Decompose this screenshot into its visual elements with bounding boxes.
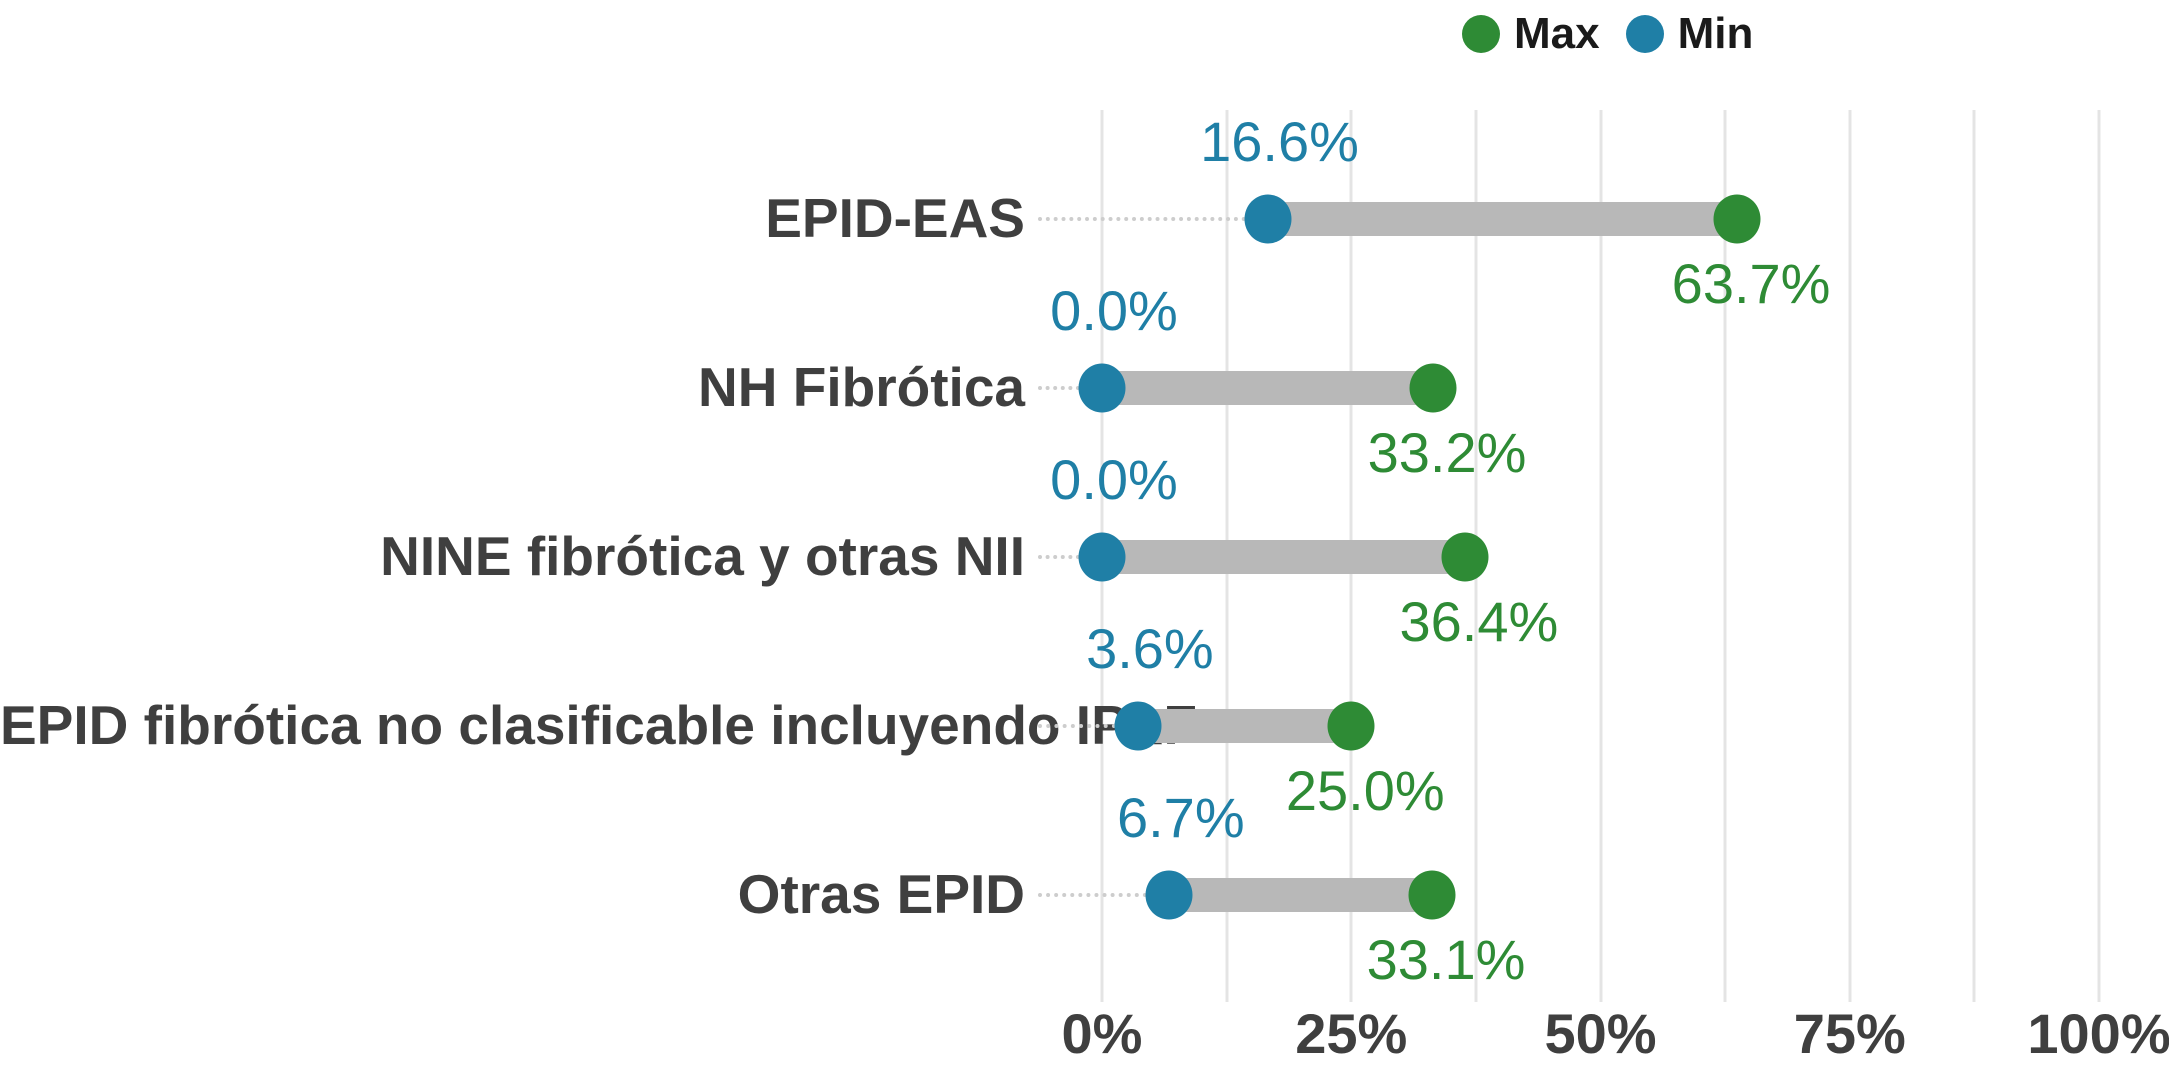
leader-line <box>1038 386 1080 390</box>
min-value-label: 0.0% <box>1050 279 1178 342</box>
min-value-label: 16.6% <box>1200 110 1359 173</box>
legend-item-min: Min <box>1625 9 1754 58</box>
category-label: Otras EPID <box>737 863 1025 926</box>
min-value-label: 6.7% <box>1116 786 1245 849</box>
min-value-label: 0.0% <box>1050 448 1178 511</box>
legend-item-max: Max <box>1462 12 1600 56</box>
gridline <box>2097 110 2101 1002</box>
x-tick-label: 0% <box>1061 1002 1143 1065</box>
max-value-label: 36.4% <box>1399 590 1559 653</box>
min-dot <box>1145 870 1193 920</box>
x-tick-label: 50% <box>1544 1002 1657 1065</box>
max-value-label: 33.1% <box>1366 928 1526 991</box>
max-dot <box>1327 701 1375 751</box>
legend-label-min: Min <box>1677 9 1754 58</box>
gridline <box>1723 110 1727 1002</box>
x-tick-label: 25% <box>1295 1002 1408 1065</box>
range-bar <box>1168 878 1432 912</box>
min-dot <box>1244 194 1291 244</box>
max-dot <box>1408 870 1456 920</box>
category-label: EPID fibrótica no clasificable incluyend… <box>0 694 1198 757</box>
min-dot <box>1114 701 1162 751</box>
category-label: NINE fibrótica y otras NII <box>380 525 1025 588</box>
range-bar <box>1137 709 1352 743</box>
min-marker-icon <box>1625 15 1664 53</box>
max-dot <box>1441 532 1489 582</box>
range-bar <box>1102 540 1465 574</box>
gridline <box>1972 110 1976 1002</box>
gridline <box>1848 110 1852 1002</box>
category-label: NH Fibrótica <box>698 356 1025 419</box>
max-value-label: 33.2% <box>1367 421 1527 484</box>
leader-line <box>1038 724 1116 728</box>
max-dot <box>1409 363 1457 413</box>
range-bar <box>1267 202 1738 236</box>
max-value-label: 25.0% <box>1285 759 1445 822</box>
legend: Max Min <box>1462 12 1753 56</box>
max-marker-icon <box>1462 15 1500 53</box>
x-tick-label: 100% <box>2027 1002 2169 1065</box>
leader-line <box>1038 217 1246 221</box>
min-dot <box>1078 532 1126 582</box>
min-value-label: 3.6% <box>1086 617 1214 680</box>
range-bar <box>1102 371 1433 405</box>
max-dot <box>1713 194 1761 244</box>
gridline <box>1599 110 1602 1002</box>
x-tick-label: 75% <box>1793 1002 1906 1065</box>
leader-line <box>1038 893 1147 897</box>
min-dot <box>1078 363 1126 413</box>
category-label: EPID-EAS <box>765 187 1025 250</box>
legend-label-max: Max <box>1514 9 1600 58</box>
leader-line <box>1038 555 1080 559</box>
max-value-label: 63.7% <box>1671 252 1831 315</box>
